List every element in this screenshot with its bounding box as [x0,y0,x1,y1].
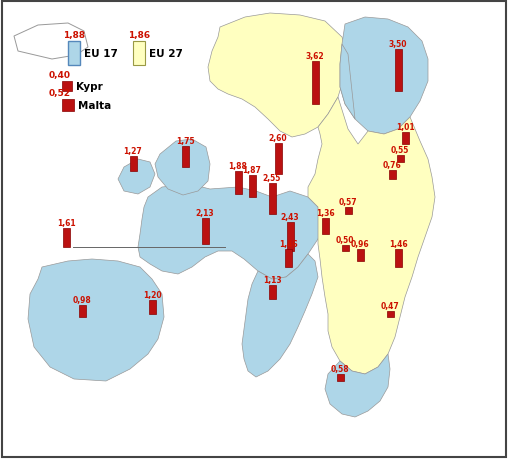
Text: 1,86: 1,86 [128,31,150,40]
Polygon shape [155,140,210,196]
Bar [133,42,145,66]
Text: 2,55: 2,55 [263,174,281,183]
Text: 1,46: 1,46 [279,240,297,249]
Bar [341,246,348,252]
Polygon shape [325,354,390,417]
Polygon shape [308,98,435,374]
Text: 1,13: 1,13 [263,276,281,285]
Polygon shape [138,185,322,280]
Text: 2,60: 2,60 [269,134,288,142]
Text: 3,50: 3,50 [389,40,407,49]
Bar [269,184,275,214]
Bar [322,218,329,235]
Text: 0,58: 0,58 [331,364,350,373]
Text: 1,75: 1,75 [176,137,195,146]
Text: 0,40: 0,40 [49,71,71,80]
Text: 1,01: 1,01 [396,123,415,132]
Bar [235,172,241,195]
Bar [148,300,155,314]
Text: 0,96: 0,96 [351,240,369,249]
Text: 1,27: 1,27 [123,146,142,156]
Bar [287,222,294,252]
Polygon shape [118,160,155,195]
Polygon shape [208,14,348,138]
Polygon shape [340,45,355,120]
Bar [68,42,80,66]
Text: EU 17: EU 17 [84,49,118,59]
Text: 1,46: 1,46 [389,240,407,249]
Bar [62,228,70,247]
Text: 3,62: 3,62 [306,51,324,61]
Polygon shape [242,254,318,377]
Bar [387,312,394,317]
Bar [401,133,408,145]
Polygon shape [14,24,88,60]
Bar [248,175,256,197]
Bar [274,144,281,174]
Text: EU 27: EU 27 [149,49,183,59]
Bar [284,250,292,268]
Text: 0,52: 0,52 [49,89,71,98]
Text: 1,20: 1,20 [143,290,162,299]
Text: 1,88: 1,88 [63,31,85,40]
Polygon shape [340,18,428,134]
Bar [79,306,85,317]
Bar [397,156,403,162]
Text: Malta: Malta [78,101,111,111]
Text: 0,76: 0,76 [383,161,401,169]
Bar [336,374,343,381]
Bar [62,82,72,92]
Text: 1,36: 1,36 [315,208,334,217]
Bar [202,219,208,245]
Bar [269,286,275,299]
Bar [357,250,364,262]
Text: 2,43: 2,43 [281,213,299,221]
Text: 1,61: 1,61 [57,218,75,227]
Text: 0,55: 0,55 [391,146,409,155]
Bar [311,62,319,105]
Bar [395,50,401,92]
Text: 0,98: 0,98 [73,296,91,305]
Bar [344,208,352,214]
Text: 0,50: 0,50 [336,235,354,245]
Text: 2,13: 2,13 [196,209,214,218]
Text: 0,57: 0,57 [339,198,357,207]
Bar [181,147,188,168]
Text: 1,88: 1,88 [229,162,247,171]
Bar [130,157,137,172]
Bar [395,250,401,268]
Polygon shape [28,259,164,381]
Bar [389,170,396,179]
Text: Kypr: Kypr [76,82,103,92]
Text: 1,87: 1,87 [242,165,262,174]
Text: 0,47: 0,47 [380,302,399,311]
Bar [62,100,74,112]
